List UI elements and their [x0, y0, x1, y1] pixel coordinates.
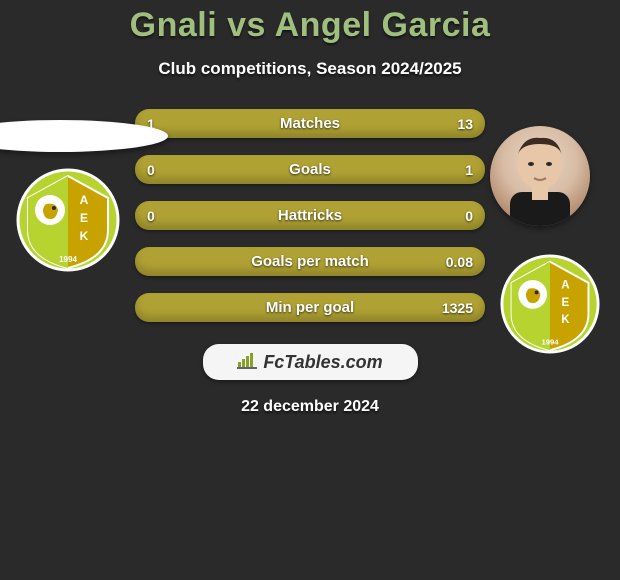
stat-label: Matches	[135, 115, 485, 132]
svg-text:K: K	[561, 314, 570, 326]
stat-label: Hattricks	[135, 207, 485, 224]
stat-label: Min per goal	[135, 299, 485, 316]
club-badge-left: A E K 1994	[16, 168, 120, 272]
page-title: Gnali vs Angel Garcia	[0, 6, 620, 45]
svg-text:K: K	[80, 229, 89, 243]
stat-row: 0Hattricks0	[135, 201, 485, 230]
stat-row: 0Goals1	[135, 155, 485, 184]
svg-text:A: A	[561, 280, 570, 292]
svg-text:1994: 1994	[541, 337, 559, 346]
player-right-avatar	[490, 126, 590, 226]
aek-badge-icon: A E K 1994	[16, 168, 120, 272]
aek-badge-icon: A E K 1994	[500, 254, 600, 354]
svg-text:E: E	[562, 297, 570, 309]
stat-label: Goals per match	[135, 253, 485, 270]
brand-text: FcTables.com	[263, 352, 382, 373]
chart-icon	[237, 351, 257, 374]
stat-row: 1Matches13	[135, 109, 485, 138]
stat-label: Goals	[135, 161, 485, 178]
date-text: 22 december 2024	[0, 398, 620, 416]
brand-badge: FcTables.com	[203, 344, 418, 380]
svg-text:A: A	[80, 193, 89, 207]
svg-text:E: E	[80, 211, 88, 225]
stat-row: Goals per match0.08	[135, 247, 485, 276]
svg-text:1994: 1994	[59, 255, 77, 264]
stat-row: Min per goal1325	[135, 293, 485, 322]
club-badge-right: A E K 1994	[500, 254, 600, 354]
subtitle: Club competitions, Season 2024/2025	[0, 59, 620, 79]
